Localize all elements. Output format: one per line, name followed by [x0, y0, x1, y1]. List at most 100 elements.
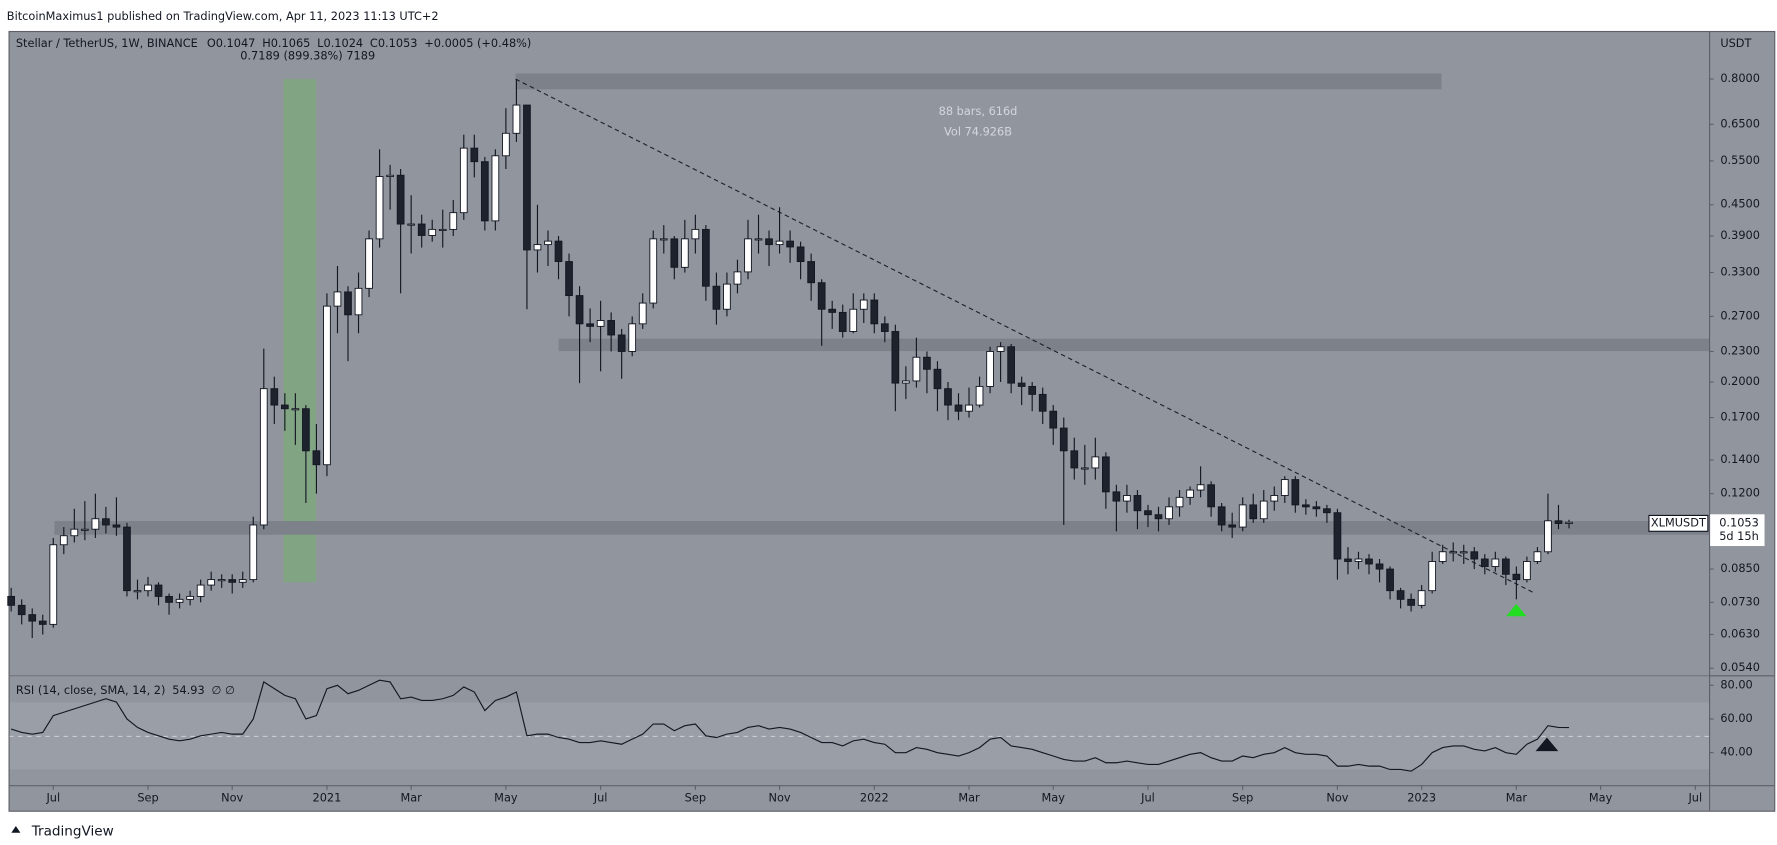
y-tick-label: 0.1700: [1720, 410, 1760, 424]
candle-body: [1491, 558, 1500, 567]
candle-body: [1438, 551, 1447, 562]
logo: [11, 825, 21, 833]
candle-body: [754, 238, 763, 241]
x-tick-label: Nov: [1326, 791, 1348, 805]
candle-body: [1238, 504, 1247, 528]
candle-body: [1112, 491, 1121, 502]
candle-body: [1070, 450, 1079, 469]
candle-body: [849, 308, 858, 332]
candle-body: [1417, 590, 1426, 606]
candle-body: [1291, 479, 1300, 506]
y-tick-label: 0.4500: [1720, 197, 1760, 211]
candle-body: [1017, 382, 1026, 387]
candle-body: [186, 595, 194, 600]
candle-body: [396, 174, 405, 225]
candle-body: [670, 238, 679, 268]
candle-body: [1544, 520, 1552, 553]
x-tick-label: Jul: [45, 791, 60, 805]
candle-body: [175, 598, 184, 603]
candle-body: [1354, 558, 1363, 562]
candle-body: [1323, 508, 1331, 514]
candle-body: [975, 385, 984, 406]
candle-body: [1501, 558, 1510, 575]
candle-body: [480, 161, 489, 222]
candle-body: [880, 323, 889, 332]
resistance-zone: [558, 338, 1710, 352]
candle-body: [438, 228, 447, 231]
candle-body: [1523, 561, 1531, 581]
candle-body: [333, 291, 342, 307]
legend-label: O: [207, 36, 216, 50]
candle-body: [1259, 500, 1268, 520]
candle-body: [786, 240, 794, 248]
candle-body: [323, 305, 331, 466]
up-arrow: [1535, 737, 1559, 752]
candle-body: [1165, 506, 1173, 520]
candle-body: [1396, 590, 1405, 600]
legend-label: C: [370, 36, 378, 50]
legend-change: +0.0005 (+0.48%): [424, 36, 531, 50]
x-tick-label: Mar: [400, 791, 422, 805]
annotation: Vol 74.926B: [944, 124, 1012, 138]
candle-body: [1270, 495, 1279, 502]
symbol-tag-label: XLMUSDT: [1651, 515, 1706, 529]
candle-body: [565, 261, 573, 297]
rsi-sma: ∅ ∅: [211, 683, 234, 697]
candle-body: [1512, 573, 1521, 581]
candle-body: [70, 528, 79, 537]
candle-body: [838, 311, 847, 332]
candle-body: [1207, 484, 1215, 508]
rsi-title: RSI (14, close, SMA, 14, 2) 54.93 ∅ ∅: [16, 683, 235, 697]
candle-body: [617, 334, 626, 352]
candle-body: [902, 380, 910, 384]
candle-body: [238, 579, 247, 583]
candle-body: [38, 620, 47, 625]
legend-value: 0.1053: [378, 36, 418, 50]
candle-body: [723, 283, 731, 310]
candle-body: [249, 524, 258, 581]
candle-body: [933, 368, 942, 390]
candle-body: [859, 299, 868, 310]
up-arrow: [1506, 603, 1527, 617]
candle-body: [1386, 568, 1394, 592]
candle-body: [459, 147, 468, 214]
legend-value: 0.1047: [216, 36, 256, 50]
x-tick-label: Mar: [958, 791, 980, 805]
y-tick-label: 0.2700: [1720, 308, 1760, 322]
candle-body: [586, 323, 594, 327]
candle-body: [1428, 561, 1437, 592]
candle-body: [775, 240, 784, 246]
candle-body: [291, 408, 300, 411]
candle-body: [1365, 558, 1373, 565]
resistance-zone: [515, 73, 1442, 90]
candle-body: [1449, 551, 1458, 554]
candle-body: [1344, 558, 1352, 562]
rsi-line: [10, 679, 1570, 772]
price-axis: [1709, 31, 1775, 812]
candle-body: [744, 238, 752, 273]
y-tick-label: 0.0850: [1720, 561, 1760, 575]
x-tick-label: May: [1042, 791, 1066, 805]
rsi-label: RSI (14, close, SMA, 14, 2): [16, 683, 166, 697]
candle-body: [59, 535, 68, 546]
candle-body: [196, 584, 205, 597]
candle-body: [259, 388, 268, 526]
y-tick-label: 0.0730: [1720, 594, 1760, 608]
candle-body: [680, 238, 689, 268]
x-tick-label: 2022: [860, 791, 889, 805]
legend-value: 0.1024: [323, 36, 363, 50]
y-tick-label: 0.3300: [1720, 265, 1760, 279]
candle-body: [1302, 504, 1310, 508]
candle-body: [280, 404, 289, 410]
y-tick-label: 80.00: [1720, 677, 1752, 691]
candle-body: [1049, 410, 1058, 429]
y-tick-label: 40.00: [1720, 745, 1752, 759]
candle-body: [428, 228, 437, 236]
y-tick-label: 0.1400: [1720, 452, 1760, 466]
candle-body: [123, 526, 131, 592]
candle-body: [470, 147, 479, 163]
candle-body: [638, 302, 647, 325]
legend-label: L: [317, 36, 324, 50]
candle-body: [1154, 514, 1163, 520]
y-tick-label: 0.3900: [1720, 228, 1760, 242]
